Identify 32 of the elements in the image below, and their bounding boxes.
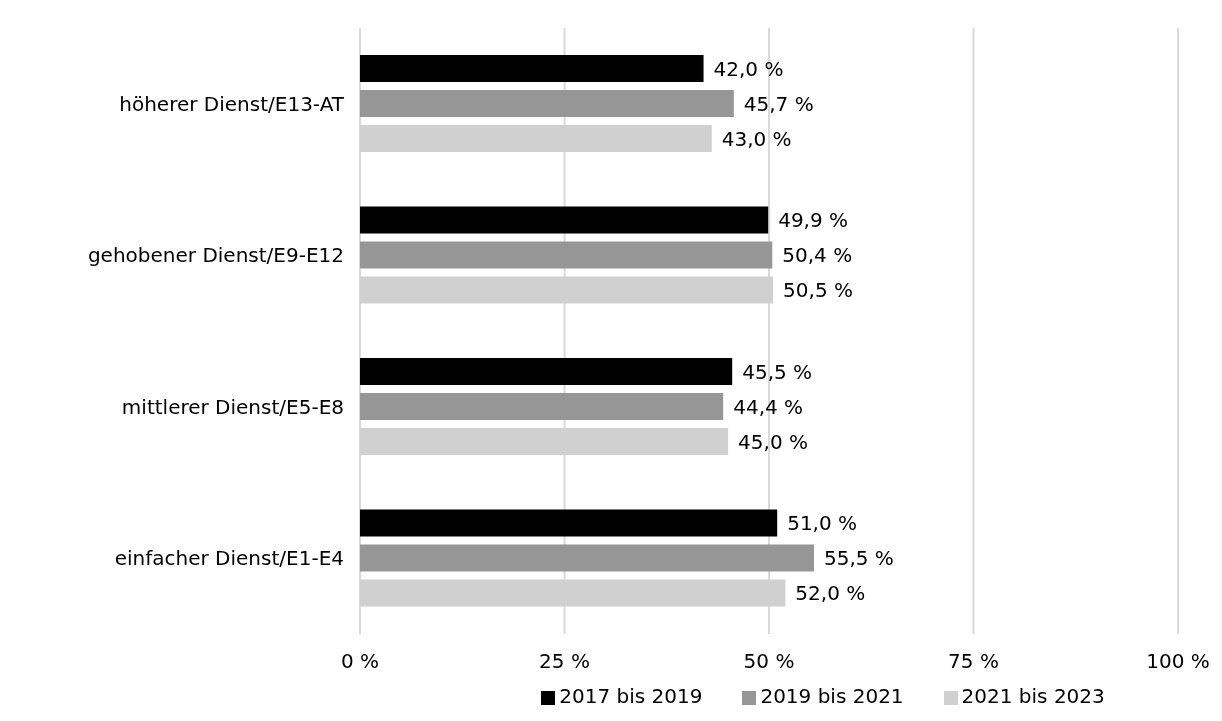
y-tick-label: gehobener Dienst/E9-E12 xyxy=(87,243,344,268)
data-label: 45,0 % xyxy=(738,429,809,454)
x-tick-label: 100 % xyxy=(1146,649,1210,674)
bar xyxy=(360,241,773,269)
data-label: 49,9 % xyxy=(778,208,849,232)
bar xyxy=(360,544,814,572)
x-tick-label: 25 % xyxy=(539,649,590,674)
legend-label: 2019 bis 2021 xyxy=(760,684,904,708)
data-label: 50,5 % xyxy=(783,278,853,302)
data-label: 44,4 % xyxy=(733,394,804,419)
bar xyxy=(360,206,769,234)
data-label: 51,0 % xyxy=(787,511,858,535)
x-tick-label: 50 % xyxy=(743,649,795,674)
bar xyxy=(360,393,724,420)
x-tick-label: 75 % xyxy=(948,649,999,674)
data-label: 45,7 % xyxy=(743,91,814,116)
data-label: 52,0 % xyxy=(795,581,866,605)
y-tick-label: einfacher Dienst/E1-E4 xyxy=(114,546,344,571)
legend-label: 2021 bis 2023 xyxy=(961,684,1105,708)
data-label: 45,5 % xyxy=(742,359,813,384)
y-tick-label: höherer Dienst/E13-AT xyxy=(119,91,345,116)
data-label: 42,0 % xyxy=(713,56,784,81)
bar xyxy=(360,55,704,82)
data-label: 55,5 % xyxy=(823,546,894,570)
y-tick-label: mittlerer Dienst/E5-E8 xyxy=(121,394,344,419)
data-label: 43,0 % xyxy=(721,126,792,151)
bar xyxy=(360,509,778,537)
x-tick-label: 0 % xyxy=(340,649,380,674)
bar xyxy=(360,90,734,117)
bar xyxy=(360,358,733,385)
data-label: 50,4 % xyxy=(782,243,853,267)
legend-label: 2017 bis 2019 xyxy=(559,684,703,708)
